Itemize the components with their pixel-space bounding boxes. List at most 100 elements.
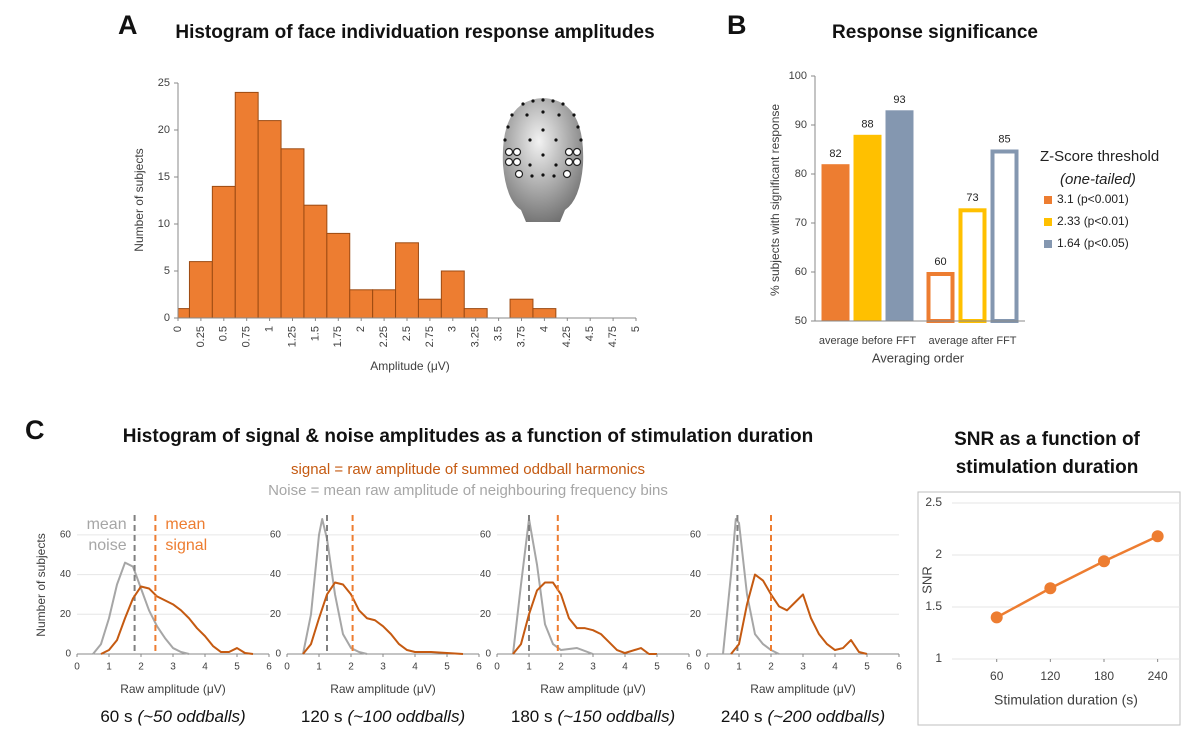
x-tick-label: 5 (630, 326, 642, 332)
bar (326, 232, 351, 318)
x-tick-label: 6 (686, 662, 692, 673)
x-tick-label: 1 (264, 326, 276, 332)
x-tick-label: 2 (558, 662, 564, 673)
y-tick-label: 80 (795, 168, 807, 180)
y-tick-label: 60 (60, 529, 72, 540)
x-tick-label: 3 (447, 326, 459, 332)
panel-letter: A (118, 10, 138, 40)
caption-duration: 240 s (721, 707, 763, 726)
bar (463, 308, 488, 318)
x-tick-label: 5 (864, 662, 870, 673)
bar (853, 134, 882, 321)
value-label: 93 (893, 94, 905, 106)
value-label: 85 (998, 133, 1010, 145)
legend-label: 1.64 (p<0.05) (1057, 236, 1129, 250)
bar (532, 308, 557, 318)
y-tick-label: 1 (935, 651, 942, 665)
x-tick-label: 2.75 (424, 326, 436, 347)
panel-letter: B (727, 10, 747, 40)
x-tick-label: 4.75 (607, 326, 619, 347)
legend-swatch (1044, 240, 1052, 248)
bar (280, 148, 305, 318)
x-tick-label: 0 (284, 662, 290, 673)
x-axis-label: Stimulation duration (s) (994, 692, 1138, 708)
x-tick-label: 4.5 (584, 326, 596, 341)
x-tick-label: average before FFT (819, 335, 916, 347)
x-tick-label: 1.25 (286, 326, 298, 347)
value-label: 82 (829, 148, 841, 160)
density-line (92, 561, 190, 655)
legend-subtitle: (one-tailed) (1060, 171, 1136, 188)
x-tick-label: 120 (1040, 669, 1060, 683)
chart-title: stimulation duration (956, 457, 1139, 478)
note: signal = raw amplitude of summed oddball… (291, 461, 645, 478)
caption: 60 s (~50 oddballs) (100, 707, 245, 726)
note: Noise = mean raw amplitude of neighbouri… (268, 482, 668, 499)
legend-label: 3.1 (p<0.001) (1057, 192, 1129, 206)
legend-swatch (1044, 196, 1052, 204)
caption-duration: 60 s (100, 707, 132, 726)
x-tick-label: 2 (138, 662, 144, 673)
x-tick-label: 2.25 (378, 326, 390, 347)
marker (1044, 582, 1057, 595)
y-tick-label: 5 (164, 265, 170, 277)
x-tick-label: 5 (654, 662, 660, 673)
y-axis-label: % subjects with significant response (768, 104, 782, 296)
x-tick-label: 0.5 (218, 326, 230, 341)
density-line (302, 581, 464, 655)
y-tick-label: 2 (935, 547, 942, 561)
x-tick-label: 0 (74, 662, 80, 673)
x-tick-label: 3.25 (470, 326, 482, 347)
y-tick-label: 20 (270, 609, 282, 620)
x-tick-label: 6 (476, 662, 482, 673)
x-tick-label: 4 (832, 662, 838, 673)
density-line (730, 573, 868, 655)
x-axis-label: Amplitude (μV) (370, 359, 450, 373)
y-tick-label: 60 (795, 266, 807, 278)
density-line (512, 581, 657, 655)
x-tick-label: 2.5 (401, 326, 413, 341)
bar (821, 164, 850, 321)
y-tick-label: 15 (158, 171, 170, 183)
x-tick-label: 1 (316, 662, 322, 673)
y-tick-label: 25 (158, 77, 170, 89)
y-tick-label: 1.5 (925, 599, 942, 613)
caption-oddballs: (~100 oddballs) (347, 707, 465, 726)
y-tick-label: 0 (485, 649, 491, 660)
x-tick-label: 180 (1094, 669, 1114, 683)
x-tick-label: 0 (172, 326, 184, 332)
caption: 180 s (~150 oddballs) (511, 707, 675, 726)
legend-title: Z-Score threshold (1040, 148, 1159, 165)
x-axis-label: Averaging order (872, 350, 965, 365)
y-tick-label: 60 (480, 529, 492, 540)
bar (990, 149, 1019, 323)
value-label: 73 (966, 192, 978, 204)
y-tick-label: 0 (695, 649, 701, 660)
marker (990, 611, 1003, 624)
chart-title: Histogram of face individuation response… (175, 22, 654, 43)
x-tick-label: 0 (494, 662, 500, 673)
bar (349, 289, 374, 318)
x-axis-label: Raw amplitude (μV) (540, 682, 646, 696)
y-tick-label: 100 (789, 70, 807, 82)
x-tick-label: 3 (590, 662, 596, 673)
bar (509, 298, 534, 318)
x-tick-label: 0.25 (195, 326, 207, 347)
x-tick-label: 3 (380, 662, 386, 673)
y-tick-label: 40 (270, 569, 282, 580)
caption: 120 s (~100 oddballs) (301, 707, 465, 726)
x-tick-label: 4 (538, 326, 550, 332)
x-tick-label: 0 (704, 662, 710, 673)
y-tick-label: 2.5 (925, 495, 942, 509)
x-tick-label: 3 (170, 662, 176, 673)
y-tick-label: 90 (795, 119, 807, 131)
x-tick-label: 3.75 (515, 326, 527, 347)
y-tick-label: 0 (164, 312, 170, 324)
x-tick-label: 60 (990, 669, 1004, 683)
caption-oddballs: (~150 oddballs) (557, 707, 675, 726)
x-tick-label: 4.25 (561, 326, 573, 347)
annotation: mean (165, 516, 205, 533)
caption-duration: 120 s (301, 707, 343, 726)
